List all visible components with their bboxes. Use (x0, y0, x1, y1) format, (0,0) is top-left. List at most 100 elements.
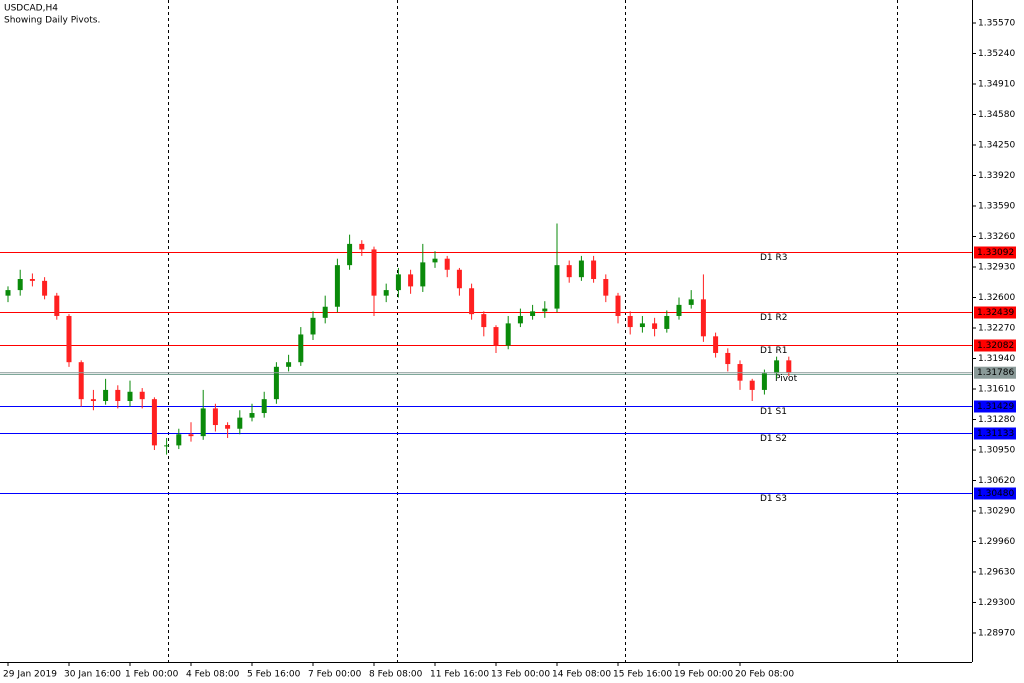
y-tick-label: 1.33260 (978, 232, 1015, 242)
level-price-label: 1.31429 (977, 402, 1014, 412)
candle-body (371, 249, 377, 296)
candle-body (566, 265, 572, 278)
candle-body (200, 408, 206, 437)
candle-body (249, 413, 255, 418)
candle-body (237, 417, 243, 429)
candle-body (273, 366, 279, 400)
candle-body (688, 299, 694, 305)
y-tick-label: 1.30620 (978, 476, 1015, 486)
y-tick-label: 1.29960 (978, 537, 1015, 547)
candle-body (176, 434, 182, 446)
x-tick-label: 11 Feb 16:00 (430, 670, 489, 680)
candle-body (139, 391, 145, 400)
candle-body (42, 280, 48, 296)
level-price-label: 1.32439 (977, 308, 1014, 318)
candle-body (420, 262, 426, 287)
level-price-box (974, 306, 1016, 319)
x-tick-label: 30 Jan 16:00 (64, 670, 121, 680)
candle-body (700, 299, 706, 337)
candle-body (151, 399, 157, 446)
x-tick-label: 13 Feb 00:00 (491, 670, 550, 680)
bid-price-box (974, 366, 1016, 379)
candle-body (469, 288, 475, 315)
y-tick-label: 1.31940 (978, 354, 1015, 364)
candle-body (615, 295, 621, 316)
level-price-label: 1.33092 (977, 248, 1014, 258)
x-tick-label: 14 Feb 08:00 (552, 670, 611, 680)
candle-body (591, 260, 597, 280)
candle-body (395, 274, 401, 291)
pivot-name: D1 S3 (760, 494, 787, 504)
candle-body (115, 389, 121, 402)
pivot-name: Pivot (775, 374, 798, 384)
y-tick-label: 1.32930 (978, 262, 1015, 272)
chart-title: USDCAD,H4 (4, 4, 58, 14)
candle-body (261, 399, 267, 414)
candle-body (298, 334, 304, 363)
candle-body (676, 304, 682, 316)
candle-body (530, 311, 536, 316)
y-tick-label: 1.28970 (978, 628, 1015, 638)
level-price-box (974, 339, 1016, 352)
candle-body (322, 306, 328, 318)
candle-body (652, 323, 658, 329)
level-price-label: 1.32082 (977, 341, 1014, 351)
y-tick-label: 1.32600 (978, 293, 1015, 303)
candle-body (786, 360, 792, 373)
candle-body (188, 434, 194, 437)
candle-body (17, 279, 23, 291)
candle-body (359, 243, 365, 250)
x-tick-label: 15 Feb 16:00 (613, 670, 672, 680)
candle-body (164, 445, 170, 447)
candle-body (774, 360, 780, 374)
candle-body (90, 399, 96, 402)
candle-body (578, 260, 584, 278)
y-tick-label: 1.34580 (978, 110, 1015, 120)
y-tick-label: 1.29300 (978, 598, 1015, 608)
x-tick-label: 19 Feb 00:00 (674, 670, 733, 680)
level-price-box (974, 427, 1016, 440)
y-tick-label: 1.30950 (978, 445, 1015, 455)
chart-subtitle: Showing Daily Pivots. (4, 16, 100, 26)
pivot-name: D1 R3 (760, 253, 788, 263)
pivot-name: D1 S2 (760, 434, 787, 444)
candle-body (603, 279, 609, 296)
candle-body (505, 323, 511, 346)
candle-body (554, 265, 560, 309)
candle-body (493, 327, 499, 346)
candle-body (78, 362, 84, 400)
candle-body (408, 274, 414, 287)
y-tick-label: 1.35570 (978, 19, 1015, 29)
x-tick-label: 7 Feb 00:00 (308, 670, 362, 680)
candle-body (310, 317, 316, 335)
x-tick-label: 20 Feb 08:00 (735, 670, 794, 680)
candle-body (444, 258, 450, 270)
level-price-box (974, 246, 1016, 259)
candle-body (542, 308, 548, 312)
y-tick-label: 1.33920 (978, 171, 1015, 181)
candle-body (761, 373, 767, 390)
candle-body (713, 336, 719, 353)
candle-body (664, 315, 670, 329)
y-tick-label: 1.29630 (978, 567, 1015, 577)
y-tick-label: 1.34910 (978, 80, 1015, 90)
pivot-name: D1 R1 (760, 346, 788, 356)
x-tick-label: 1 Feb 00:00 (125, 670, 179, 680)
period-separators (168, 0, 898, 662)
pivot-name: D1 R2 (760, 313, 788, 323)
candle-body (212, 408, 218, 426)
candle-body (639, 323, 645, 328)
candle-body (347, 243, 353, 266)
y-tick-label: 1.32270 (978, 323, 1015, 333)
y-tick-label: 1.31610 (978, 384, 1015, 394)
y-tick-label: 1.30290 (978, 506, 1015, 516)
x-tick-label: 8 Feb 08:00 (369, 670, 423, 680)
candle-body (627, 315, 633, 328)
candle-body (456, 269, 462, 289)
candle-body (334, 265, 340, 307)
candle-body (5, 290, 11, 296)
candle-body (749, 380, 755, 390)
level-price-box (974, 400, 1016, 413)
